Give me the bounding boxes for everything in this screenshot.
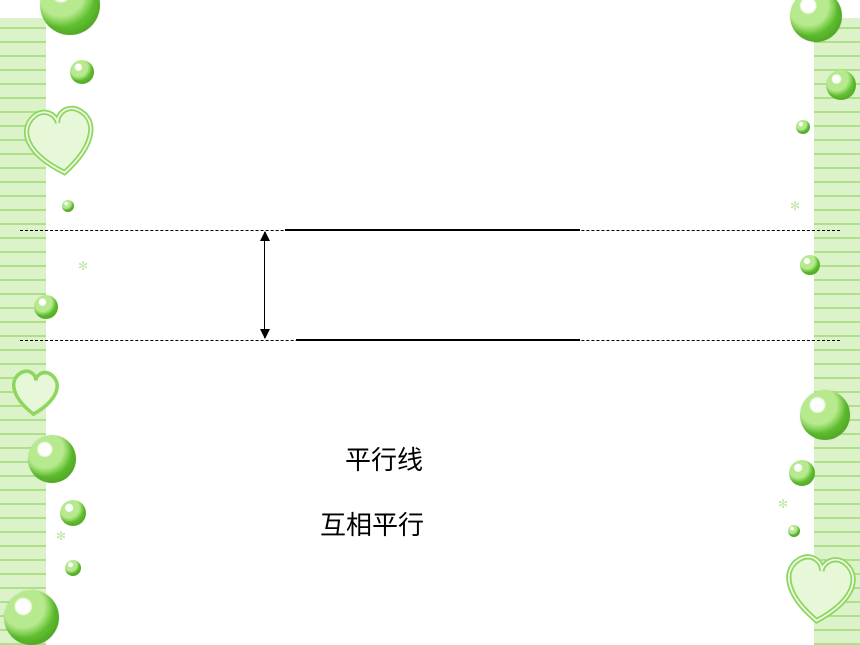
slide: ✻ ✻ ✻ ✻ 平行线 互相平行 <box>0 0 860 645</box>
top-line-solid <box>285 229 580 231</box>
bubble-icon <box>4 590 59 645</box>
bubble-icon <box>800 255 820 275</box>
bubble-icon <box>788 525 800 537</box>
bottom-line-solid <box>296 339 580 341</box>
bubble-icon <box>796 120 810 134</box>
bubble-icon <box>60 500 86 526</box>
bubble-icon <box>70 60 94 84</box>
bubble-icon <box>65 560 81 576</box>
distance-arrow <box>264 232 265 338</box>
star-icon: ✻ <box>78 260 88 272</box>
star-icon: ✻ <box>790 200 800 212</box>
heart-icon <box>10 94 110 186</box>
star-icon: ✻ <box>778 498 788 510</box>
bubble-icon <box>789 460 815 486</box>
bubble-icon <box>40 0 100 35</box>
bubble-icon <box>62 200 74 212</box>
heart-icon <box>3 363 67 421</box>
star-icon: ✻ <box>56 530 66 542</box>
label-mutually-parallel: 互相平行 <box>320 505 424 542</box>
heart-icon <box>771 544 860 633</box>
bubble-icon <box>28 435 76 483</box>
bubble-icon <box>826 70 856 100</box>
label-parallel-lines: 平行线 <box>345 440 423 477</box>
bubble-icon <box>800 390 850 440</box>
bubble-icon <box>34 295 58 319</box>
